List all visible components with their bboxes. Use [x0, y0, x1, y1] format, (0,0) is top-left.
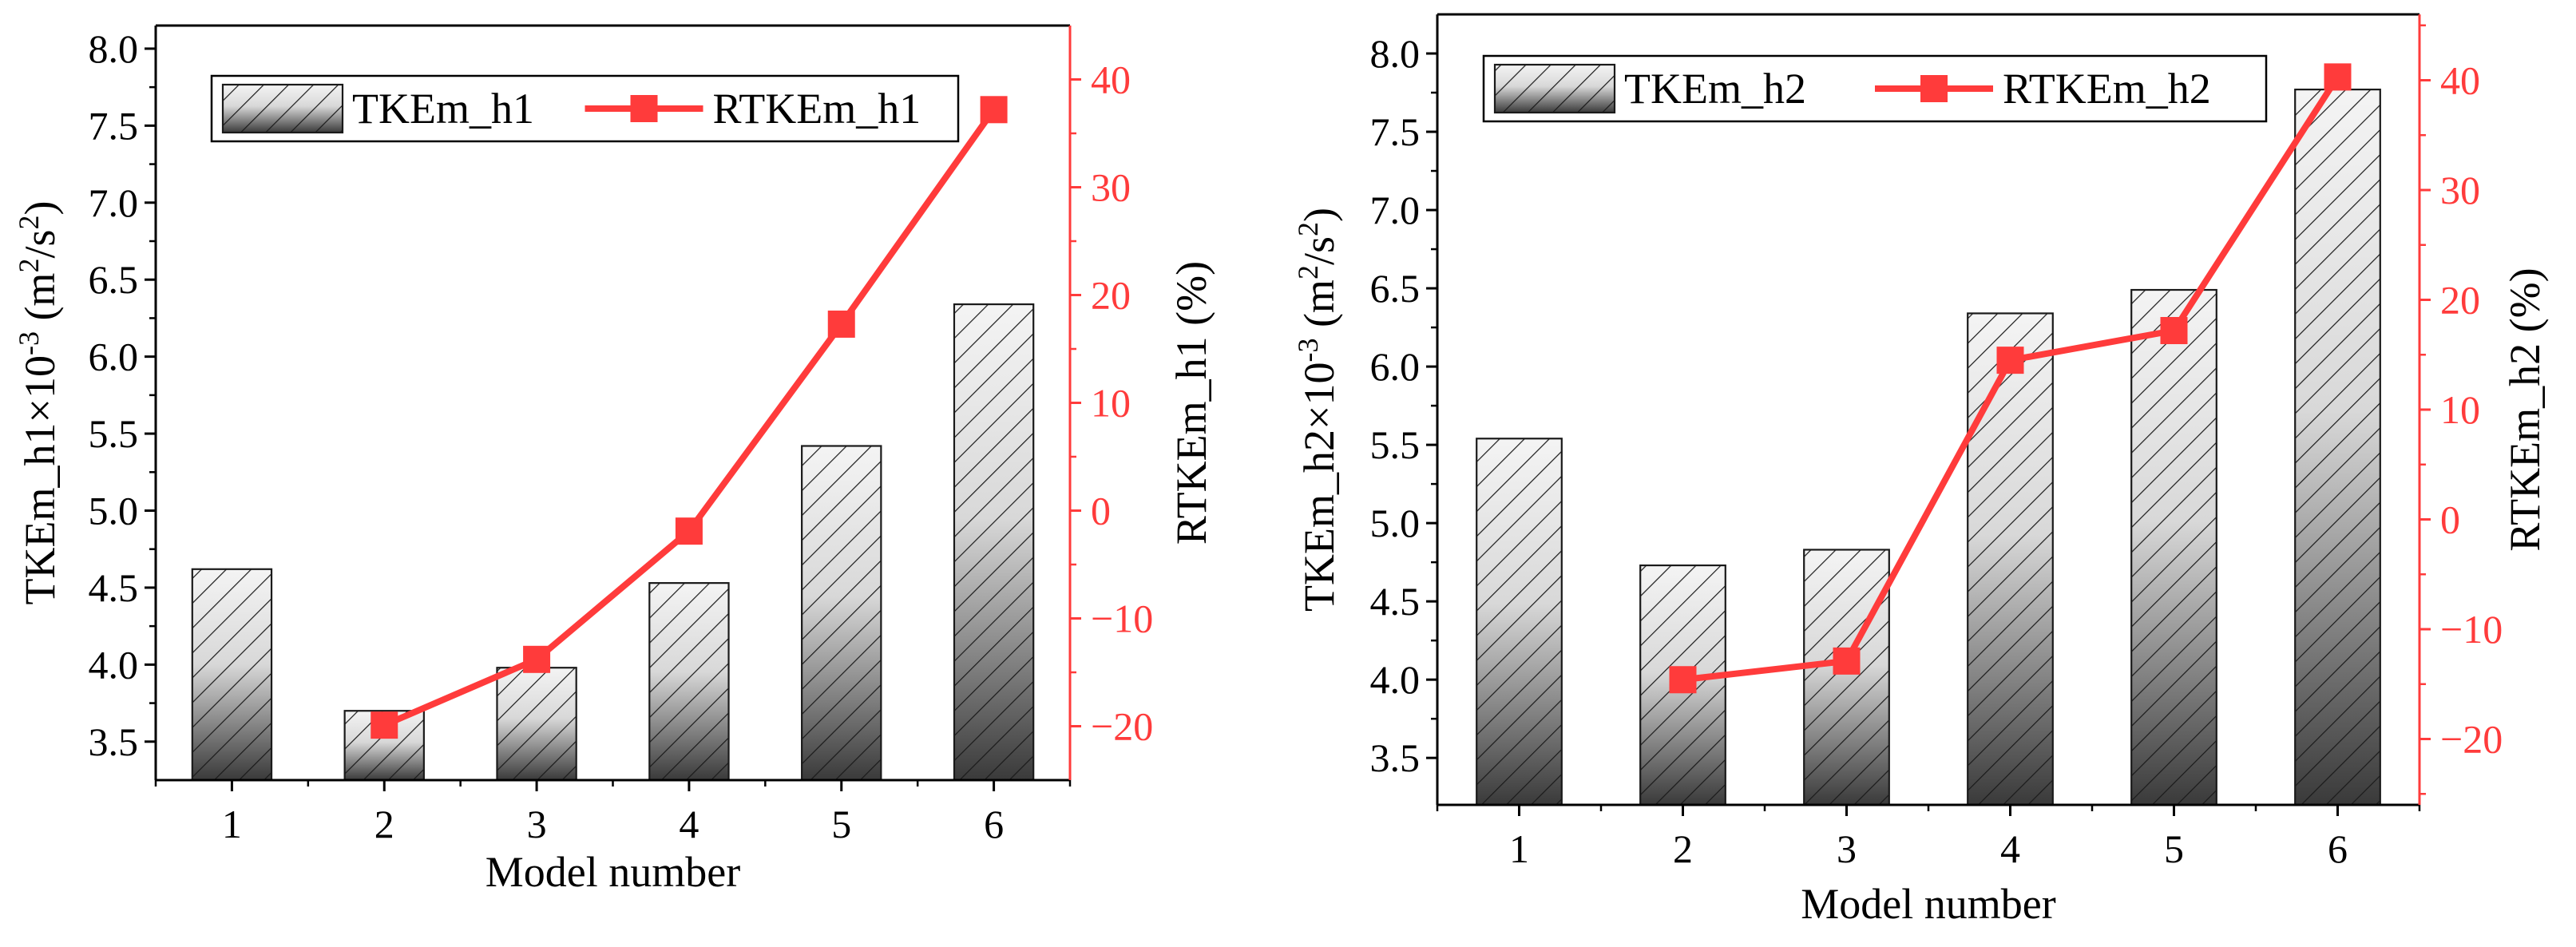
legend-label-line: RTKEm_h1 — [713, 85, 921, 133]
right-tick-label: 40 — [2440, 58, 2480, 103]
x-axis-label: Model number — [485, 848, 740, 896]
line-marker-6 — [2324, 63, 2352, 91]
x-tick-label: 6 — [984, 802, 1004, 846]
right-tick-label: 10 — [1091, 381, 1131, 426]
left-tick-label: 4.0 — [89, 642, 139, 687]
legend-marker-swatch — [1920, 75, 1948, 102]
right-tick-label: 40 — [1091, 57, 1131, 102]
x-tick-label: 1 — [222, 802, 242, 846]
left-tick-label: 3.5 — [89, 719, 139, 764]
x-axis-label: Model number — [1801, 880, 2055, 928]
bar-hatch-1 — [191, 568, 273, 782]
left-tick-label: 6.5 — [89, 257, 139, 302]
right-tick-label: −10 — [2440, 607, 2503, 652]
bar-hatch-3 — [1803, 549, 1890, 806]
right-tick-label: −20 — [1091, 704, 1153, 749]
chart-right: 3.5 4.0 4.5 5.0 5.5 6.0 6.5 7.0 7.5 8.0 −20 −10 0 10 2… — [1292, 13, 2549, 928]
left-tick-label: 7.5 — [89, 103, 139, 148]
bar-hatch-5 — [2130, 288, 2217, 806]
legend-bar-swatch-hatch — [221, 83, 344, 134]
left-tick-label: 5.0 — [89, 489, 139, 533]
left-tick-label: 5.5 — [89, 411, 139, 456]
x-tick-label: 5 — [2164, 826, 2184, 871]
bar-hatch-6 — [2294, 88, 2381, 806]
left-y-axis-label: TKEm_h1×10-3 (m2/s2) — [13, 201, 64, 605]
left-tick-label: 8.0 — [89, 26, 139, 71]
line-marker-5 — [2160, 317, 2188, 344]
x-tick-label: 1 — [1509, 826, 1529, 871]
left-tick-label: 3.5 — [1370, 735, 1421, 780]
left-tick-label: 5.5 — [1370, 422, 1421, 467]
chart-left: 3.5 4.0 4.5 5.0 5.5 6.0 6.5 7.0 7.5 8.0 −20 −10 0 10 2… — [13, 24, 1215, 896]
left-tick-label: 4.5 — [1370, 579, 1421, 624]
right-y-axis-label: RTKEm_h2 (%) — [2501, 267, 2549, 551]
right-tick-label: 10 — [2440, 387, 2480, 432]
right-tick-label: 30 — [2440, 168, 2480, 212]
right-tick-label: 20 — [1091, 273, 1131, 318]
line-marker-3 — [523, 645, 551, 673]
x-tick-label: 2 — [375, 802, 394, 846]
line-marker-3 — [1833, 647, 1861, 675]
line-marker-2 — [1669, 666, 1697, 694]
legend: TKEm_h1 RTKEm_h1 — [210, 74, 960, 143]
left-y-axis-label: TKEm_h2×10-3 (m2/s2) — [1292, 208, 1343, 612]
legend-label-bar: TKEm_h1 — [352, 85, 534, 133]
x-tick-label: 6 — [2328, 826, 2348, 871]
bar-hatch-1 — [1476, 438, 1563, 806]
left-tick-label: 6.0 — [89, 335, 139, 379]
x-tick-label: 4 — [2000, 826, 2020, 871]
x-tick-label: 2 — [1673, 826, 1693, 871]
line-marker-5 — [827, 310, 855, 338]
legend-label-bar: TKEm_h2 — [1624, 65, 1806, 113]
left-tick-label: 8.0 — [1370, 31, 1421, 76]
right-tick-label: 30 — [1091, 165, 1131, 210]
legend-label-line: RTKEm_h2 — [2003, 65, 2211, 113]
bar-hatch-5 — [801, 445, 882, 782]
line-marker-6 — [980, 96, 1008, 124]
bar-hatch-4 — [648, 582, 730, 782]
left-tick-label: 4.5 — [89, 565, 139, 610]
x-tick-label: 4 — [679, 802, 699, 846]
bar-hatch-3 — [496, 667, 577, 782]
right-tick-label: 0 — [1091, 489, 1111, 533]
legend-marker-swatch — [630, 95, 658, 122]
left-tick-label: 4.0 — [1370, 657, 1421, 702]
left-tick-label: 7.0 — [1370, 188, 1421, 232]
right-tick-label: 20 — [2440, 278, 2480, 323]
right-tick-label: −20 — [2440, 717, 2503, 762]
bar-hatch-6 — [953, 303, 1035, 782]
right-y-axis-label: RTKEm_h1 (%) — [1167, 261, 1215, 545]
line-marker-4 — [675, 517, 703, 545]
left-tick-label: 6.0 — [1370, 344, 1421, 389]
legend: TKEm_h2 RTKEm_h2 — [1482, 54, 2268, 123]
x-tick-label: 3 — [527, 802, 547, 846]
right-tick-label: −10 — [1091, 596, 1153, 641]
line-marker-4 — [1996, 347, 2024, 374]
x-tick-label: 3 — [1837, 826, 1857, 871]
left-tick-label: 5.0 — [1370, 501, 1421, 545]
line-marker-2 — [371, 711, 398, 739]
bar-hatch-4 — [1967, 312, 2054, 806]
legend-bar-swatch-hatch — [1493, 63, 1616, 114]
x-tick-label: 5 — [831, 802, 851, 846]
left-tick-label: 7.0 — [89, 180, 139, 225]
left-tick-label: 7.5 — [1370, 109, 1421, 154]
left-tick-label: 6.5 — [1370, 266, 1421, 311]
right-tick-label: 0 — [2440, 497, 2460, 542]
